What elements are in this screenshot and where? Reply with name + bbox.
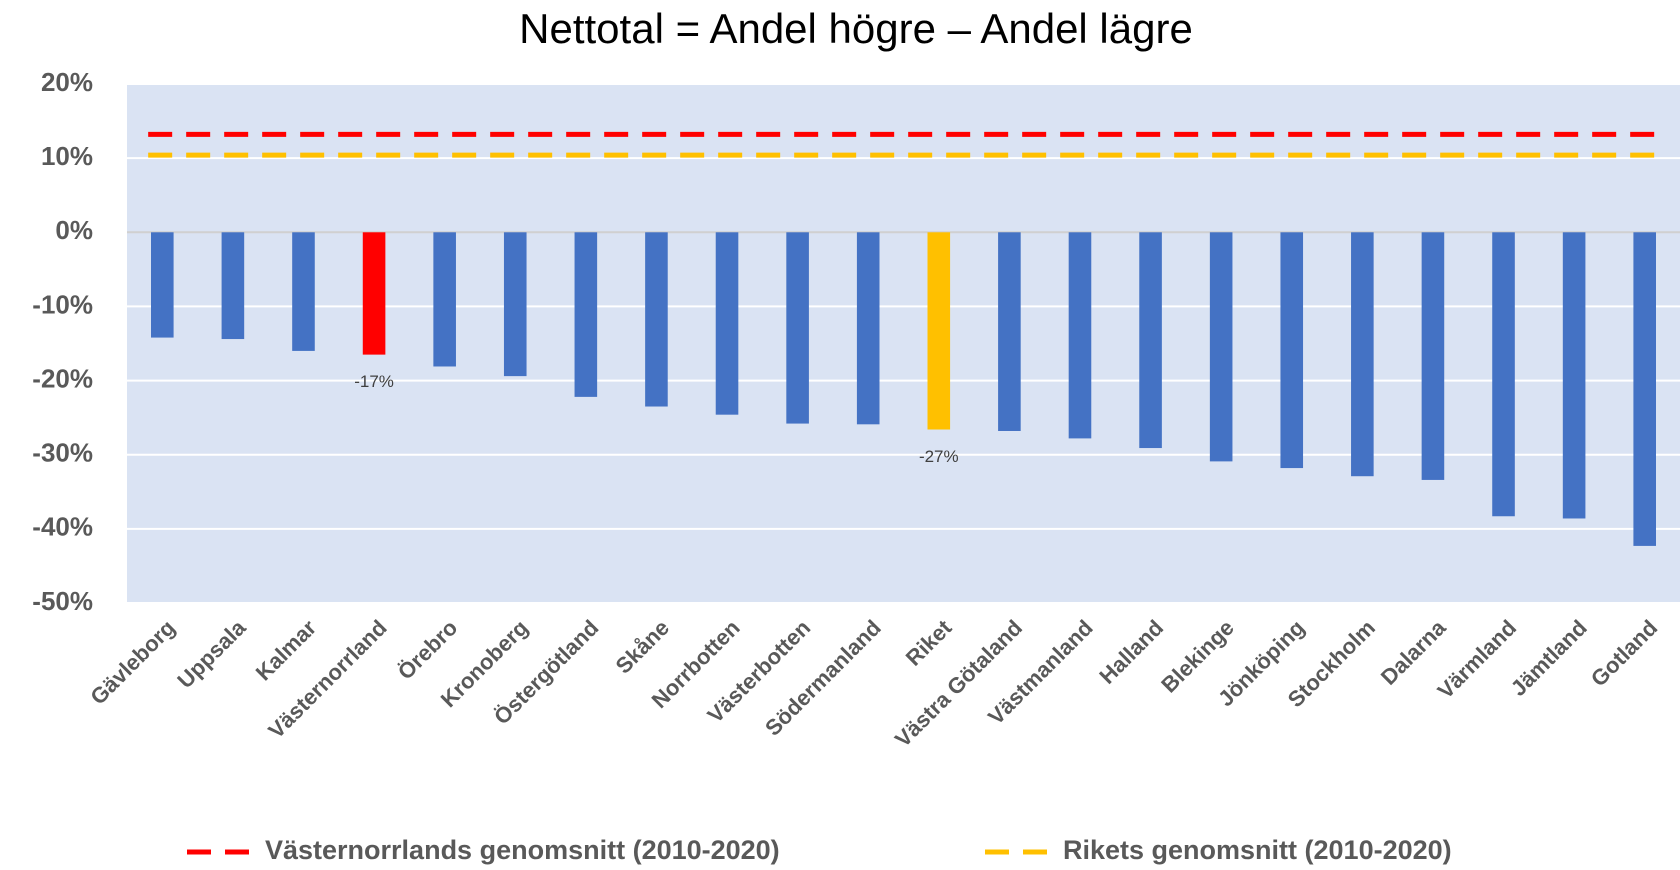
legend-label: Västernorrlands genomsnitt (2010-2020): [265, 835, 780, 865]
y-tick-label: 20%: [41, 67, 93, 97]
bar: [1562, 232, 1586, 519]
y-tick-label: -30%: [32, 438, 93, 468]
legend-label: Rikets genomsnitt (2010-2020): [1063, 835, 1452, 865]
value-label: -17%: [354, 372, 394, 391]
bar: [715, 232, 739, 415]
y-tick-label: 0%: [55, 215, 93, 245]
bar: [292, 232, 315, 351]
x-tick-label: Riket: [901, 614, 957, 670]
x-tick-label: Gotland: [1586, 615, 1662, 691]
x-tick-label: Jämtland: [1506, 615, 1592, 701]
x-tick-label: Västra Götaland: [890, 615, 1027, 752]
value-label: -27%: [919, 447, 959, 466]
bar: [574, 232, 598, 397]
y-tick-label: 10%: [41, 141, 93, 171]
bar: [1492, 232, 1515, 517]
bar: [856, 232, 880, 425]
bar: [645, 232, 668, 407]
bar: [1351, 232, 1374, 477]
x-tick-label: Skåne: [611, 615, 675, 679]
plot-area: [127, 84, 1680, 603]
chart-title: Nettotal = Andel högre – Andel lägre: [519, 5, 1193, 52]
y-tick-label: -50%: [32, 586, 93, 616]
bar: [1633, 232, 1656, 546]
bar: [998, 232, 1021, 431]
bar: [433, 232, 456, 367]
x-tick-label: Kalmar: [251, 615, 322, 686]
bar: [927, 232, 951, 430]
bar: [1139, 232, 1162, 449]
bar: [362, 232, 386, 355]
x-tick-label: Uppsala: [172, 614, 251, 693]
y-tick-label: -20%: [32, 363, 93, 393]
y-tick-label: -10%: [32, 289, 93, 319]
bar: [503, 232, 527, 377]
x-tick-label: Västernorrland: [263, 615, 391, 743]
y-tick-label: -40%: [32, 512, 93, 542]
bar: [786, 232, 809, 424]
bar: [221, 232, 245, 340]
bar: [151, 232, 174, 338]
bar: [1068, 232, 1092, 439]
x-tick-label: Örebro: [393, 615, 463, 685]
bar: [1209, 232, 1233, 462]
bar: [1280, 232, 1304, 469]
x-tick-label: Gävleborg: [85, 615, 180, 710]
bar: [1421, 232, 1445, 480]
